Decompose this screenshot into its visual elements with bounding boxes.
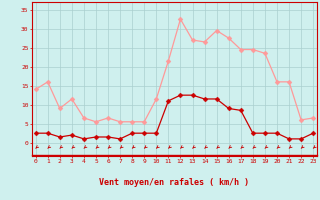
X-axis label: Vent moyen/en rafales ( km/h ): Vent moyen/en rafales ( km/h ): [100, 178, 249, 187]
